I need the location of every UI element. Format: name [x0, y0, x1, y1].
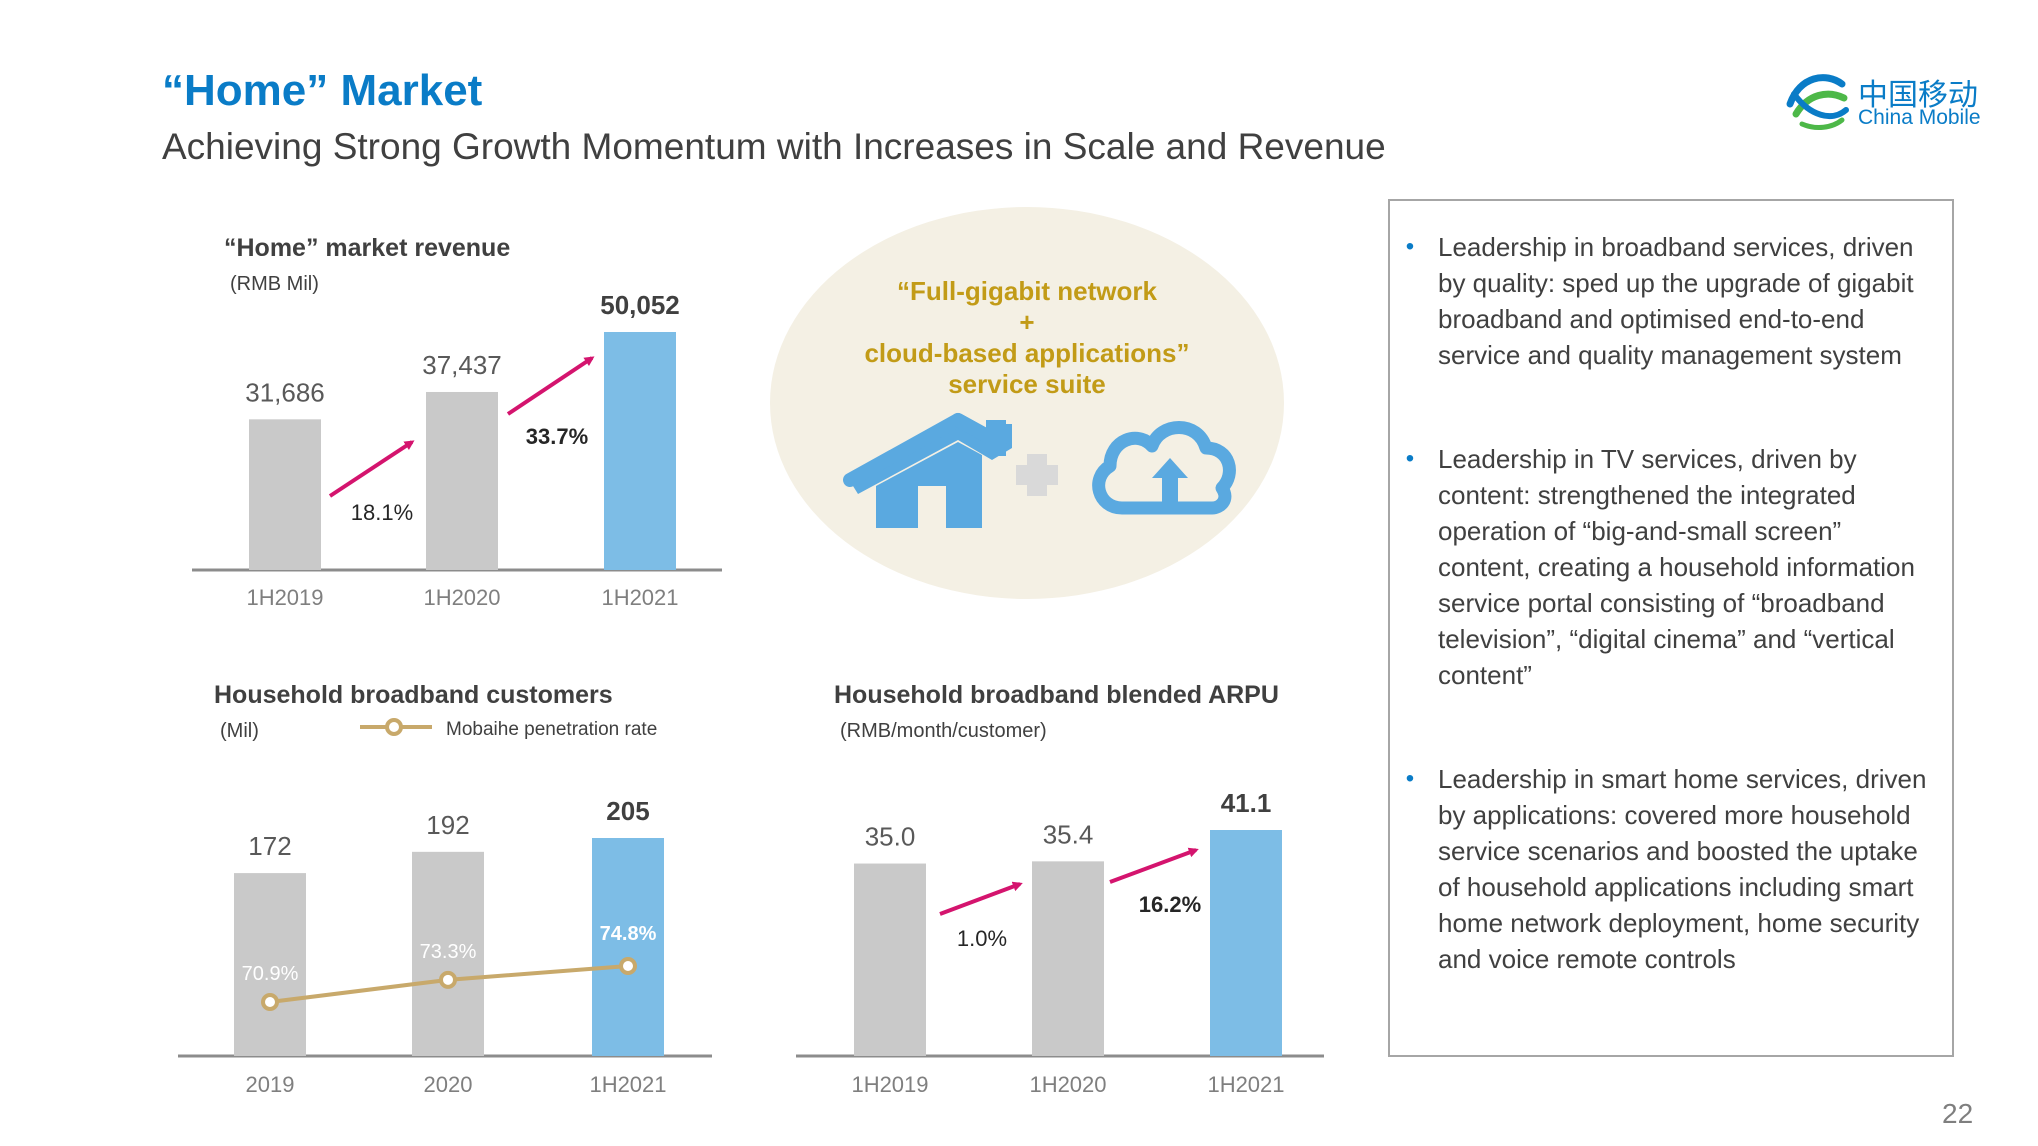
- bar: [412, 851, 484, 1056]
- bullet-item: • Leadership in TV services, driven by c…: [1406, 441, 1938, 693]
- growth-arrow: [506, 356, 595, 416]
- chart-unit: (RMB/month/customer): [840, 720, 1047, 742]
- x-tick-label: 1H2021: [601, 585, 678, 610]
- chart-title: Household broadband blended ARPU: [834, 681, 1279, 709]
- bar-value-label: 50,052: [600, 290, 680, 320]
- x-tick-label: 1H2021: [589, 1072, 666, 1097]
- x-tick-label: 1H2020: [423, 585, 500, 610]
- bullet-text: Leadership in TV services, driven by con…: [1438, 444, 1915, 690]
- page-title: “Home” Market: [162, 66, 483, 115]
- chart-title: Household broadband customers: [214, 681, 613, 709]
- penetration-label: 73.3%: [420, 941, 477, 963]
- bullet-dot-icon: •: [1405, 233, 1415, 260]
- bullet-dot-icon: •: [1405, 765, 1415, 792]
- broadband-arpu-chart: Household broadband blended ARPU (RMB/mo…: [796, 681, 1324, 1097]
- bar-value-label: 172: [248, 831, 291, 861]
- bar: [604, 332, 676, 570]
- bullet-item: • Leadership in broadband services, driv…: [1406, 229, 1938, 373]
- bullet-panel: • Leadership in broadband services, driv…: [1388, 199, 1954, 1057]
- bar-value-label: 31,686: [245, 377, 325, 407]
- logo-chinese-text: 中国移动: [1858, 79, 1978, 112]
- chart-unit: (Mil): [220, 720, 259, 742]
- bar-value-label: 41.1: [1221, 788, 1272, 818]
- page-subtitle: Achieving Strong Growth Momentum with In…: [162, 126, 1386, 167]
- bar: [249, 419, 321, 570]
- bar-value-label: 35.4: [1043, 819, 1094, 849]
- plus-icon: [1016, 454, 1058, 496]
- graphic-line-3: cloud-based applications”: [864, 338, 1189, 368]
- page-number: 22: [1942, 1098, 1974, 1129]
- china-mobile-logo: 中国移动 China Mobile: [1782, 64, 1992, 138]
- growth-arrow: [939, 881, 1023, 916]
- bar-value-label: 205: [606, 796, 649, 826]
- bar: [854, 863, 926, 1056]
- penetration-label: 70.9%: [242, 963, 299, 985]
- bar: [426, 391, 498, 570]
- graphic-line-4: service suite: [948, 369, 1106, 399]
- bullet-text: Leadership in smart home services, drive…: [1438, 764, 1927, 974]
- x-tick-label: 1H2020: [1029, 1072, 1106, 1097]
- house-icon: [843, 413, 1012, 528]
- bar: [234, 873, 306, 1056]
- home-revenue-chart: “Home” market revenue (RMB Mil) 31,686 1H…: [192, 234, 722, 610]
- graphic-line-1: “Full-gigabit network: [897, 276, 1158, 306]
- bar: [592, 838, 664, 1056]
- bar-value-label: 192: [426, 810, 469, 840]
- legend-marker: [385, 718, 403, 736]
- legend-label: Mobaihe penetration rate: [446, 719, 657, 740]
- chart-unit: (RMB Mil): [230, 273, 319, 295]
- bullet-text: Leadership in broadband services, driven…: [1438, 232, 1914, 370]
- broadband-customers-chart: Household broadband customers (Mil) Moba…: [178, 681, 712, 1097]
- bullet-item: • Leadership in smart home services, dri…: [1406, 761, 1938, 977]
- center-graphic: “Full-gigabit network + cloud-based appl…: [770, 207, 1284, 599]
- x-tick-label: 2020: [424, 1072, 473, 1097]
- bullet-dot-icon: •: [1405, 445, 1415, 472]
- bar-value-label: 35.0: [865, 822, 916, 852]
- bar: [1032, 861, 1104, 1056]
- graphic-line-2: +: [1019, 307, 1034, 337]
- growth-arrow: [1109, 847, 1199, 884]
- x-tick-label: 1H2019: [851, 1072, 928, 1097]
- growth-arrow: [328, 440, 415, 498]
- penetration-label: 74.8%: [600, 923, 657, 945]
- bar-value-label: 37,437: [422, 350, 502, 380]
- growth-label: 33.7%: [526, 424, 588, 449]
- chart-title: “Home” market revenue: [224, 234, 510, 262]
- growth-label: 1.0%: [957, 926, 1007, 951]
- penetration-point: [261, 993, 279, 1011]
- penetration-point: [619, 957, 637, 975]
- logo-english-text: China Mobile: [1858, 106, 1981, 129]
- x-tick-label: 1H2021: [1207, 1072, 1284, 1097]
- cloud-upload-icon: [1092, 421, 1236, 515]
- graphic-ellipse: [770, 207, 1284, 599]
- x-tick-label: 2019: [246, 1072, 295, 1097]
- x-tick-label: 1H2019: [246, 585, 323, 610]
- china-mobile-logo-icon: [1786, 74, 1849, 130]
- bar: [1210, 830, 1282, 1056]
- growth-label: 16.2%: [1139, 892, 1201, 917]
- penetration-point: [439, 970, 457, 989]
- growth-label: 18.1%: [351, 500, 413, 525]
